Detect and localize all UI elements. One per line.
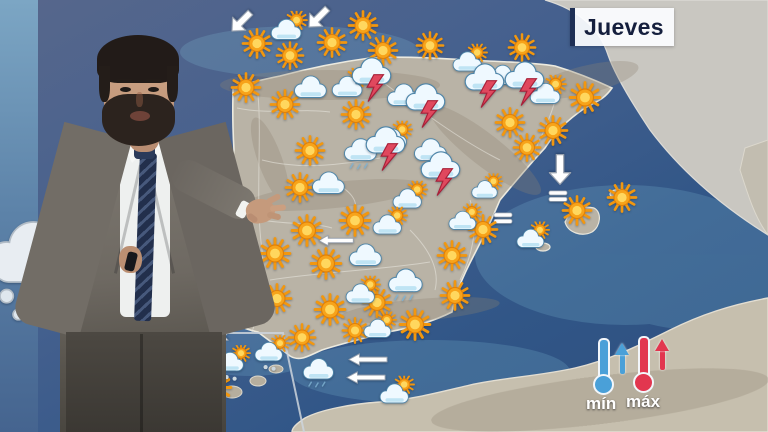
- max-up-arrow: [660, 350, 665, 370]
- studio-left-band: [0, 0, 38, 432]
- temperature-legend: mín máx: [584, 336, 694, 422]
- min-up-arrow-head: [615, 343, 629, 355]
- min-thermometer-bulb: [593, 374, 614, 395]
- min-label: mín: [586, 394, 617, 413]
- max-label: máx: [626, 392, 661, 411]
- min-up-arrow: [620, 354, 625, 374]
- max-thermometer-bulb: [633, 372, 654, 393]
- land-africa: [291, 297, 768, 432]
- day-label: Jueves: [584, 13, 664, 40]
- max-up-arrow-head: [655, 339, 669, 351]
- day-label-box: Jueves: [570, 8, 674, 46]
